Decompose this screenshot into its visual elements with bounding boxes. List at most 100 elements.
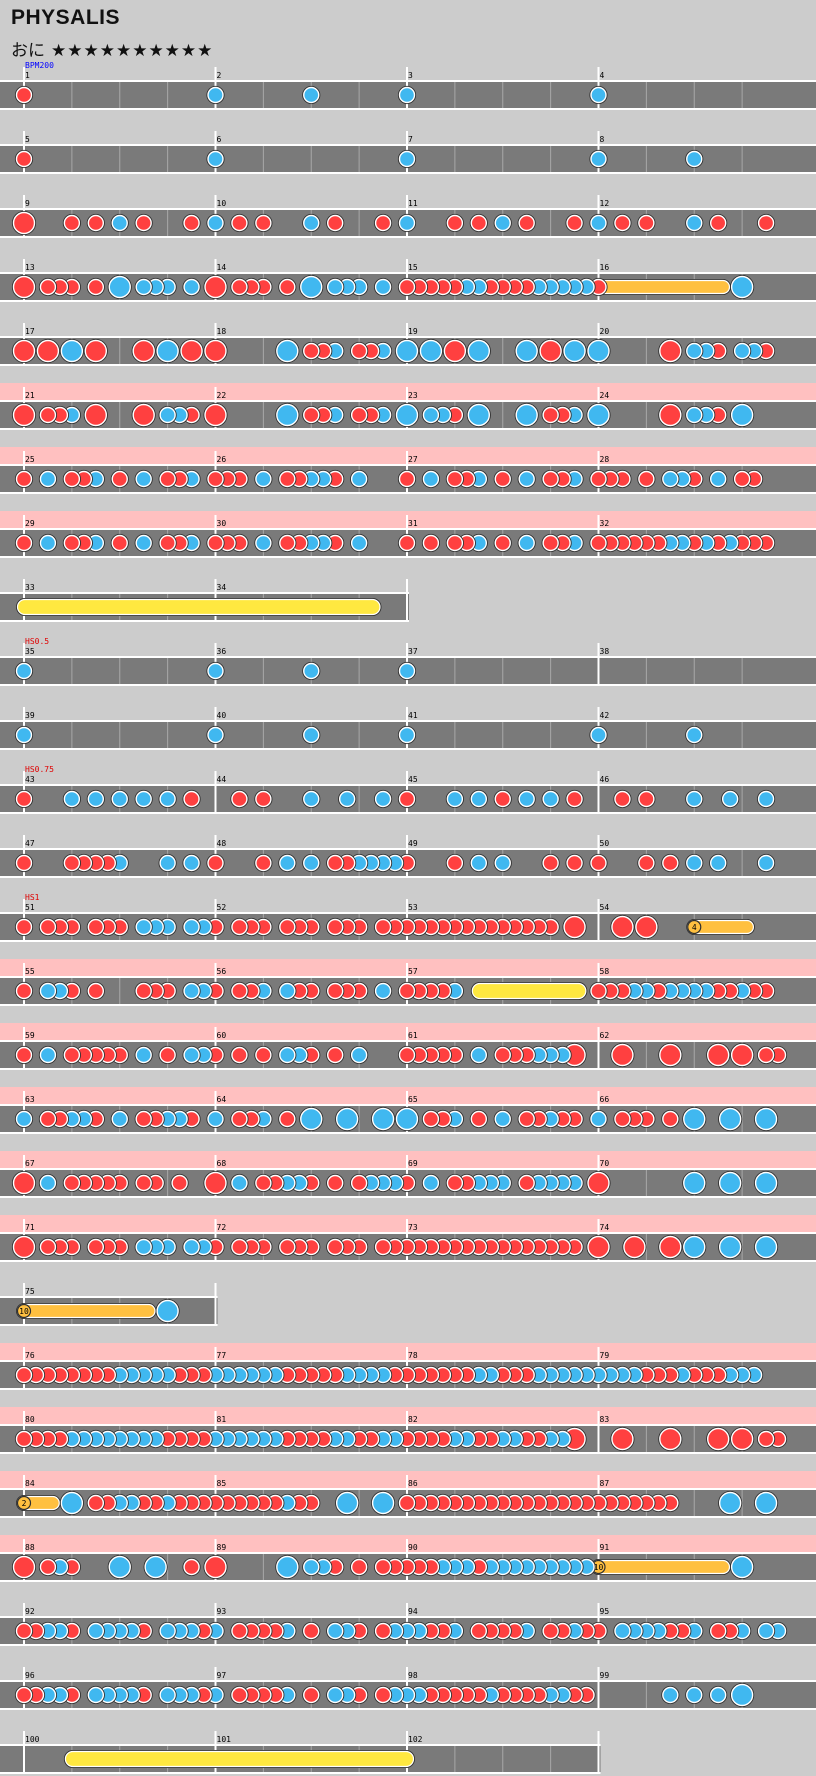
don-note [231, 1622, 248, 1640]
measure-number: 81 [217, 1415, 227, 1424]
measure-number: 46 [600, 775, 610, 784]
don-note [398, 1494, 416, 1512]
measure-number: 99 [600, 1671, 610, 1680]
ka-note [279, 1046, 296, 1064]
ka-note [494, 1110, 511, 1128]
ka-note [494, 214, 511, 232]
don-note [207, 470, 224, 488]
don-note [757, 1430, 775, 1448]
measure-number: 85 [217, 1479, 227, 1488]
don-note [231, 918, 248, 936]
measure-number: 20 [600, 327, 610, 336]
don-note [39, 1238, 57, 1256]
don-note [590, 534, 607, 552]
big-ka-note [371, 1491, 395, 1515]
big-ka-note [108, 1555, 131, 1579]
measure-number: 88 [25, 1543, 35, 1552]
don-note [15, 918, 33, 936]
don-note [231, 1238, 248, 1256]
don-note [15, 150, 33, 168]
ka-note [422, 406, 440, 424]
ka-note [207, 86, 224, 104]
ka-note [15, 726, 33, 744]
don-note [255, 790, 272, 808]
measure-number: 65 [408, 1095, 418, 1104]
big-ka-note [718, 1171, 742, 1195]
big-ka-note [754, 1235, 778, 1259]
don-note [709, 214, 727, 232]
measure-number: 44 [217, 775, 227, 784]
don-note [159, 1046, 176, 1064]
measure-number: 3 [408, 71, 413, 80]
don-note [39, 278, 57, 296]
don-note [566, 854, 583, 872]
don-note [470, 1110, 488, 1128]
big-ka-note [515, 339, 538, 363]
ka-note [518, 534, 535, 552]
big-don-note [659, 339, 682, 363]
big-don-note [587, 1171, 610, 1195]
don-note [662, 1110, 679, 1128]
don-note [87, 982, 105, 1000]
big-don-note [730, 1043, 754, 1067]
don-note [15, 470, 33, 488]
measure-number: 48 [217, 839, 227, 848]
ka-note [159, 406, 176, 424]
ka-note [374, 982, 392, 1000]
big-don-note [12, 275, 36, 299]
measure-number: 39 [25, 711, 35, 720]
don-note [159, 534, 176, 552]
drumroll [16, 1303, 156, 1319]
don-note [350, 342, 368, 360]
big-ka-note [108, 275, 131, 299]
don-note [542, 470, 559, 488]
measure-number: 25 [25, 455, 35, 464]
big-don-note [204, 1555, 227, 1579]
measure-number: 7 [408, 135, 413, 144]
don-note [63, 470, 81, 488]
big-don-note [132, 339, 155, 363]
big-don-note [12, 211, 36, 235]
ka-note [686, 790, 703, 808]
balloon-hit-count: 10 [594, 1563, 604, 1572]
big-ka-note [276, 1555, 299, 1579]
don-note [757, 214, 775, 232]
big-don-note [730, 1427, 754, 1451]
ka-note [303, 854, 320, 872]
big-ka-note [515, 403, 538, 427]
ka-note [255, 534, 272, 552]
ka-note [709, 1686, 727, 1704]
ka-note [590, 214, 607, 232]
measure-number: 91 [600, 1543, 610, 1552]
ka-note [686, 342, 703, 360]
don-note [446, 854, 464, 872]
don-note [183, 790, 200, 808]
big-ka-note [156, 1299, 179, 1323]
measure-number: 100 [25, 1735, 40, 1744]
ka-note [338, 790, 356, 808]
ka-note [135, 790, 152, 808]
don-note [15, 790, 33, 808]
measure-number: 87 [600, 1479, 610, 1488]
don-note [326, 1238, 344, 1256]
don-note [87, 214, 105, 232]
measure-number: 30 [217, 519, 227, 528]
ka-note [183, 1046, 200, 1064]
big-don-note [204, 339, 227, 363]
don-note [590, 982, 607, 1000]
ka-note [662, 1686, 679, 1704]
don-note [15, 854, 33, 872]
measure-number: 98 [408, 1671, 418, 1680]
big-don-note [659, 1235, 682, 1259]
measure-number: 18 [217, 327, 227, 336]
measure-number: 15 [408, 263, 418, 272]
measure-number: 62 [600, 1031, 610, 1040]
ka-note [686, 214, 703, 232]
big-don-note [611, 1427, 634, 1451]
don-note [111, 534, 128, 552]
don-note [279, 278, 296, 296]
don-note [207, 534, 224, 552]
don-note [39, 1110, 57, 1128]
balloon-head [16, 1303, 32, 1319]
don-note [566, 790, 583, 808]
